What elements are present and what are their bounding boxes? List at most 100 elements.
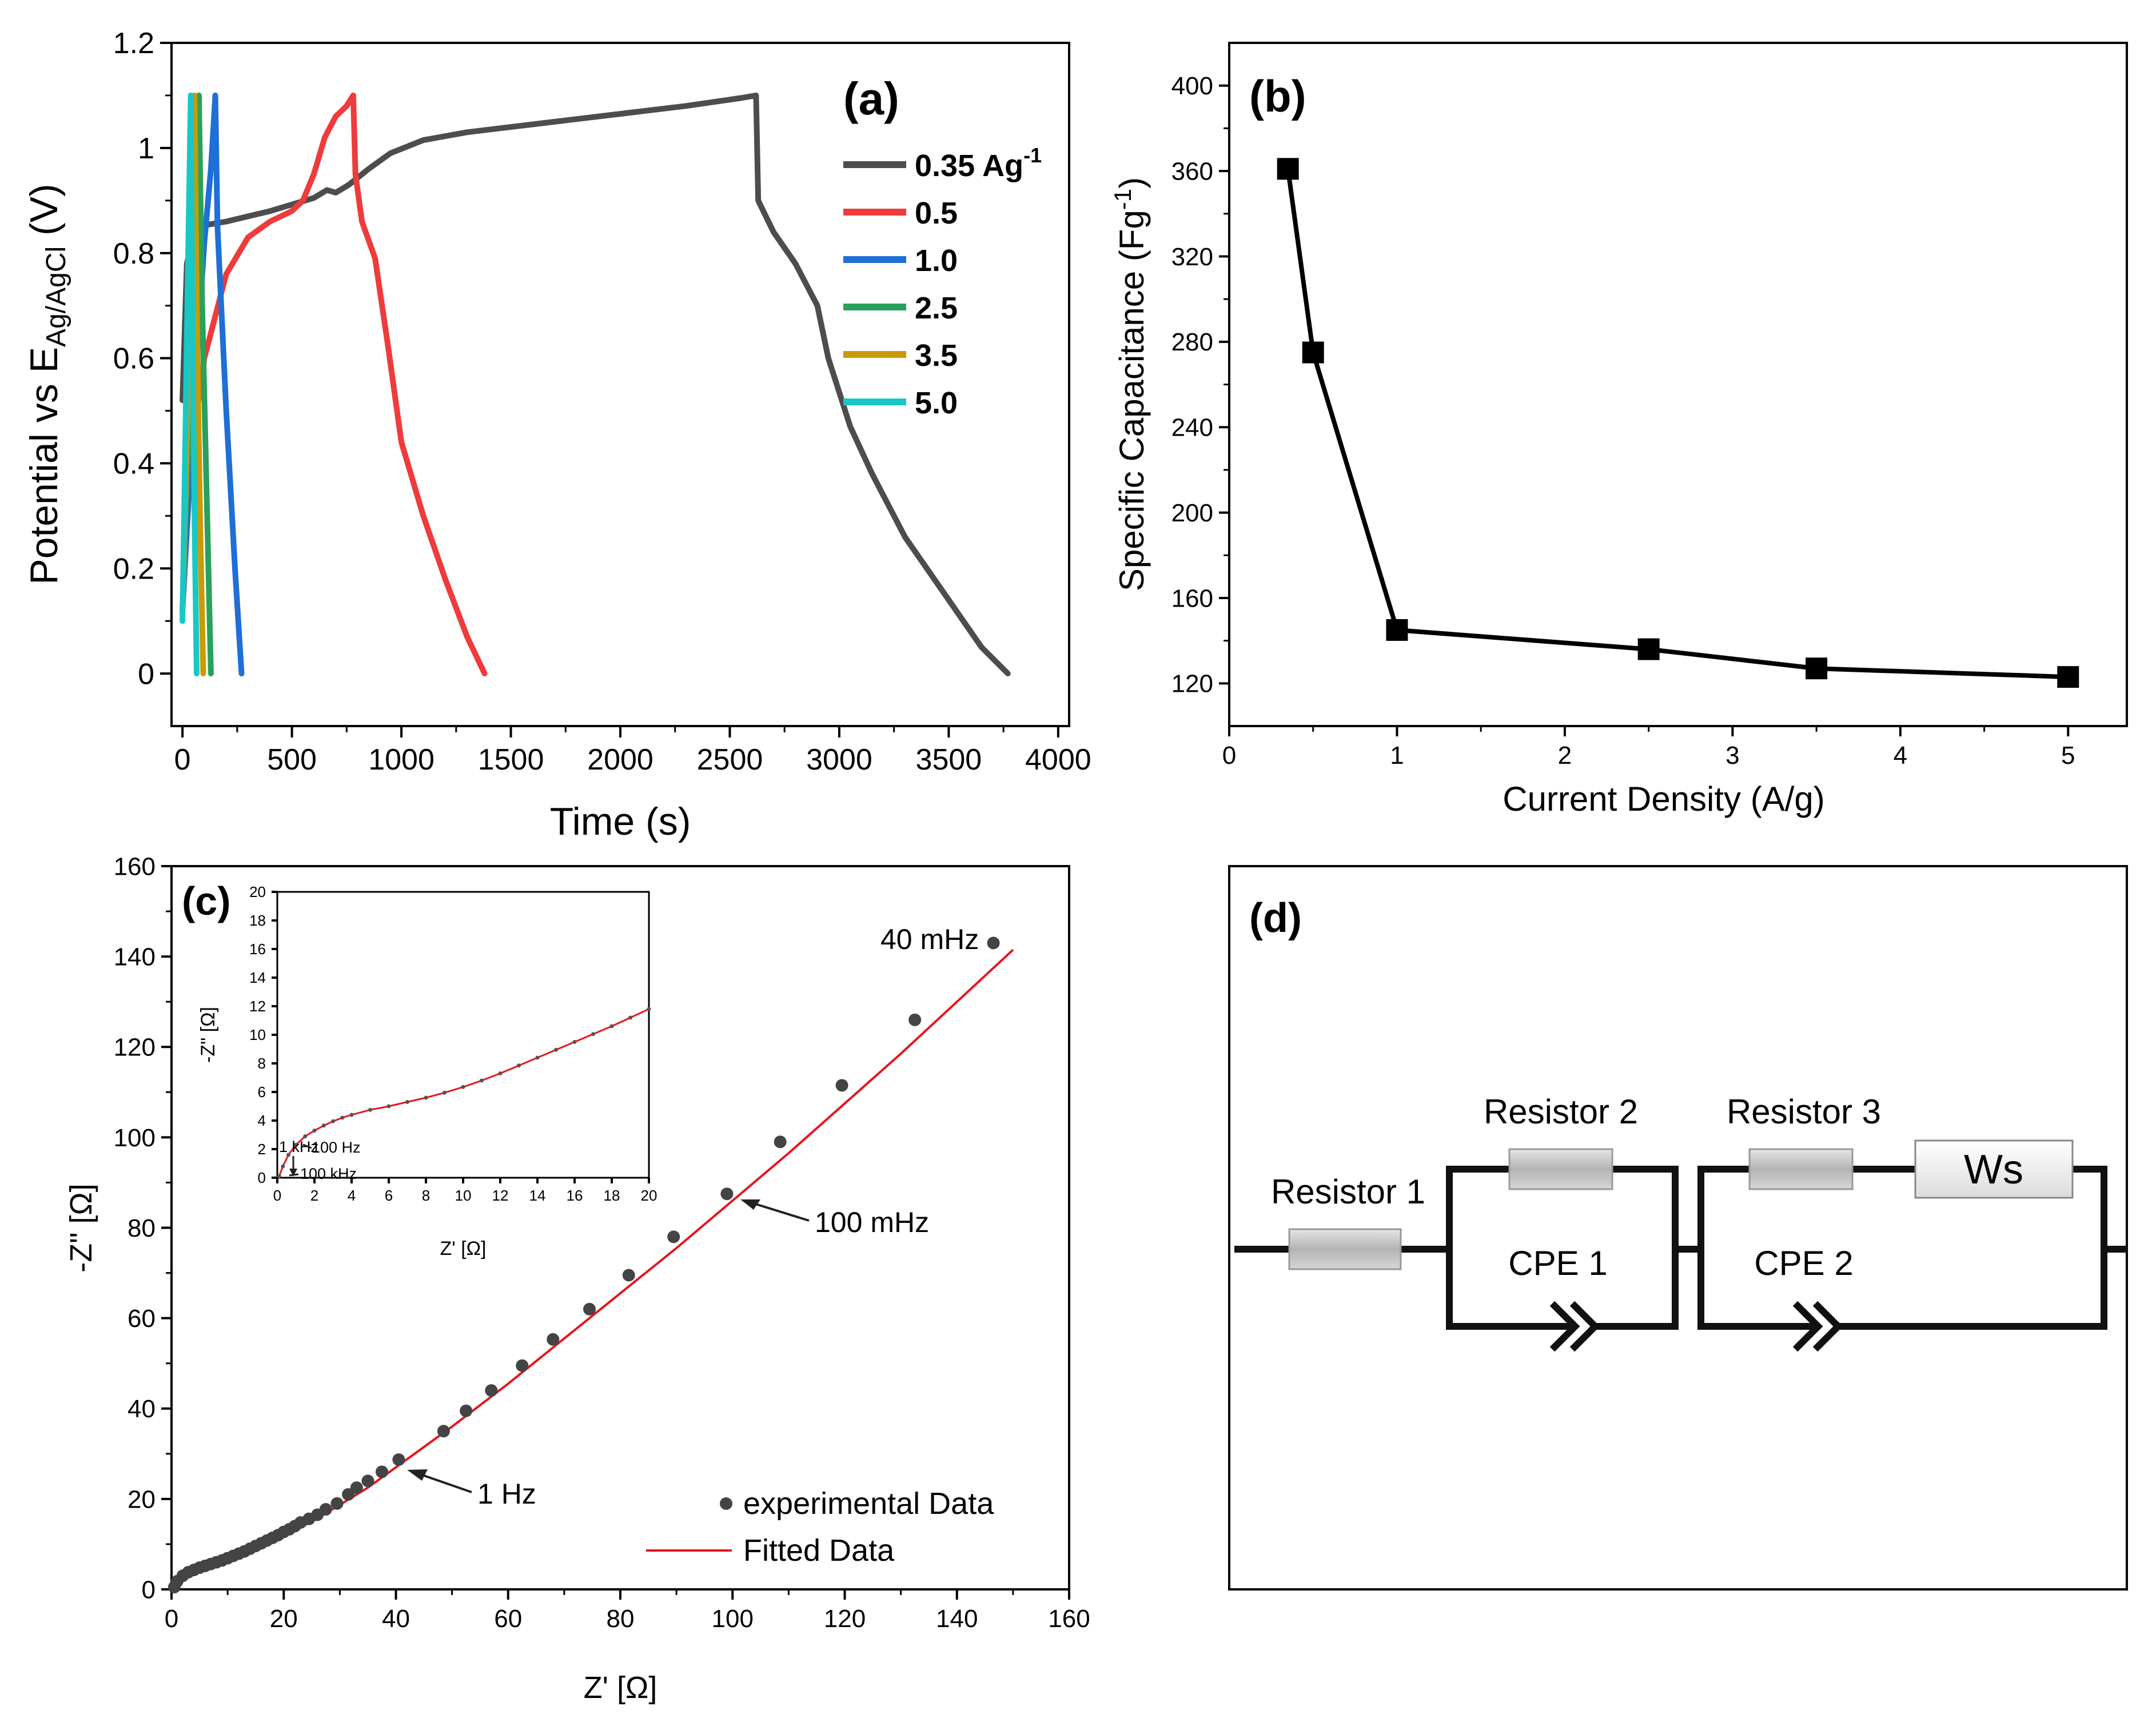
inset-y-tick-label: 2 bbox=[258, 1141, 266, 1158]
panel-b-ticks: 0 1 2 3 4 5 120 160 200 240 280 320 360 400 bbox=[1171, 72, 2075, 770]
capacitance-point bbox=[2057, 666, 2079, 688]
inset-annotation-100hz: 100 Hz bbox=[312, 1139, 361, 1156]
panel-a-x-tick-label: 0 bbox=[174, 743, 191, 776]
legend-label-10: 1.0 bbox=[915, 244, 958, 278]
panel-b-x-tick-label: 2 bbox=[1558, 742, 1572, 770]
annotation-100mhz-arrow bbox=[740, 1199, 810, 1222]
inset-x-tick-label: 14 bbox=[529, 1187, 546, 1204]
inset-experimental-point bbox=[517, 1063, 521, 1068]
panel-c-label: (c) bbox=[182, 879, 231, 923]
inset-experimental-point bbox=[281, 1164, 285, 1169]
inset-x-tick-label: 0 bbox=[273, 1187, 281, 1204]
inset-experimental-point bbox=[405, 1100, 409, 1104]
legend-fitted-label: Fitted Data bbox=[743, 1533, 895, 1568]
capacitance-point bbox=[1386, 619, 1408, 641]
panel-a-x-axis-label: Time (s) bbox=[550, 800, 691, 843]
panel-a-x-tick-label: 4000 bbox=[1025, 743, 1091, 776]
inset-experimental-point bbox=[312, 1129, 317, 1133]
experimental-point bbox=[437, 1425, 450, 1438]
panel-c-x-tick-label: 100 bbox=[712, 1605, 754, 1633]
inset-y-tick-label: 4 bbox=[258, 1112, 266, 1129]
inset-experimental-point bbox=[424, 1095, 428, 1100]
inset-x-axis-label: Z' [Ω] bbox=[440, 1238, 486, 1259]
cpe2-label: CPE 2 bbox=[1754, 1244, 1853, 1282]
panel-c-y-tick-label: 160 bbox=[114, 852, 156, 880]
experimental-point bbox=[361, 1474, 374, 1488]
legend-experimental-marker bbox=[720, 1497, 732, 1510]
circuit-wires bbox=[1234, 1166, 2127, 1330]
legend-label-05: 0.5 bbox=[915, 196, 958, 230]
panel-b-y-tick-label: 160 bbox=[1171, 584, 1213, 612]
experimental-point bbox=[319, 1503, 332, 1516]
panel-c-y-tick-label: 60 bbox=[127, 1305, 156, 1333]
inset-y-tick-label: 12 bbox=[249, 998, 266, 1015]
resistor1-label: Resistor 1 bbox=[1271, 1173, 1425, 1211]
panel-c-x-tick-label: 140 bbox=[936, 1605, 978, 1633]
legend-experimental-label: experimental Data bbox=[743, 1486, 994, 1521]
inset-experimental-point bbox=[368, 1107, 372, 1112]
annotation-1hz: 1 Hz bbox=[477, 1478, 536, 1510]
experimental-point bbox=[720, 1187, 734, 1201]
panel-a-y-tick-label: 0.4 bbox=[113, 448, 154, 481]
inset-experimental-point bbox=[386, 1104, 391, 1109]
inset-experimental-point bbox=[340, 1115, 345, 1120]
panel-c-x-tick-label: 80 bbox=[607, 1605, 635, 1633]
inset-experimental-point bbox=[591, 1032, 595, 1037]
experimental-point bbox=[547, 1333, 560, 1346]
experimental-point bbox=[460, 1404, 473, 1417]
capacitance-point bbox=[1637, 638, 1660, 660]
panel-a-x-tick-label: 2000 bbox=[587, 743, 653, 776]
experimental-point bbox=[516, 1359, 529, 1372]
panel-d: (d) bbox=[1228, 865, 2128, 1591]
capacitance-point bbox=[1302, 341, 1324, 364]
experimental-point bbox=[667, 1230, 680, 1243]
inset-x-tick-label: 4 bbox=[348, 1187, 356, 1204]
inset-y-tick-label: 18 bbox=[249, 912, 266, 929]
panel-c-x-tick-label: 0 bbox=[165, 1605, 178, 1633]
panel-a-x-tick-label: 3500 bbox=[916, 743, 982, 776]
experimental-point bbox=[835, 1079, 848, 1092]
inset-experimental-point bbox=[609, 1024, 614, 1029]
inset-arrow-100hz bbox=[302, 1143, 312, 1149]
panel-b-y-label-sup: -1 bbox=[1109, 189, 1136, 210]
panel-a-y-tick-label: 1.2 bbox=[113, 27, 154, 60]
inset-experimental-point bbox=[498, 1071, 503, 1075]
panel-a-y-label-sub: Ag/AgCl bbox=[41, 246, 71, 347]
experimental-point bbox=[987, 936, 1000, 950]
resistor3-label: Resistor 3 bbox=[1727, 1093, 1881, 1131]
panel-b-y-tick-label: 240 bbox=[1171, 414, 1213, 442]
panel-c-inset: 0 2 4 6 8 10 12 14 16 18 20 0 2 4 6 8 10 12 14 16 18 20 Z' [Ω… bbox=[197, 883, 657, 1259]
panel-a-x-tick-label: 2500 bbox=[697, 743, 763, 776]
panel-b-x-tick-label: 3 bbox=[1725, 742, 1739, 770]
panel-b-series bbox=[1277, 158, 2079, 688]
panel-a-x-tick-label: 1500 bbox=[478, 743, 544, 776]
panel-c-y-tick-label: 20 bbox=[127, 1485, 156, 1513]
inset-y-tick-label: 0 bbox=[258, 1169, 266, 1186]
inset-annotation-1khz: 1 kHz bbox=[279, 1138, 318, 1155]
inset-experimental-point bbox=[535, 1055, 540, 1060]
inset-experimental-point bbox=[572, 1040, 577, 1044]
panel-c-y-tick-label: 80 bbox=[127, 1214, 156, 1242]
experimental-point bbox=[622, 1269, 635, 1282]
inset-arrowhead-1khz bbox=[289, 1169, 297, 1177]
panel-c-x-axis-label: Z' [Ω] bbox=[584, 1671, 657, 1705]
inset-experimental-point bbox=[349, 1113, 354, 1117]
experimental-point bbox=[908, 1013, 922, 1026]
panel-b-y-label-main: Specific Capacitance (Fg bbox=[1113, 210, 1151, 591]
annotation-40mhz: 40 mHz bbox=[880, 923, 979, 955]
inset-experimental-point bbox=[303, 1134, 308, 1138]
panel-c-y-tick-label: 0 bbox=[142, 1576, 156, 1604]
panel-a-y-tick-label: 0.6 bbox=[113, 342, 154, 376]
panel-a-x-tick-label: 3000 bbox=[806, 743, 872, 776]
panel-a-series bbox=[180, 92, 1011, 677]
inset-experimental-point bbox=[294, 1143, 298, 1147]
experimental-point bbox=[350, 1481, 363, 1494]
panel-b-x-tick-label: 4 bbox=[1894, 742, 1907, 770]
panel-b-y-tick-label: 280 bbox=[1171, 328, 1213, 356]
capacitance-point bbox=[1806, 657, 1828, 680]
panel-c-x-tick-label: 120 bbox=[824, 1605, 866, 1633]
panel-c-y-tick-label: 100 bbox=[114, 1124, 156, 1152]
panel-b-y-tick-label: 320 bbox=[1171, 243, 1213, 271]
